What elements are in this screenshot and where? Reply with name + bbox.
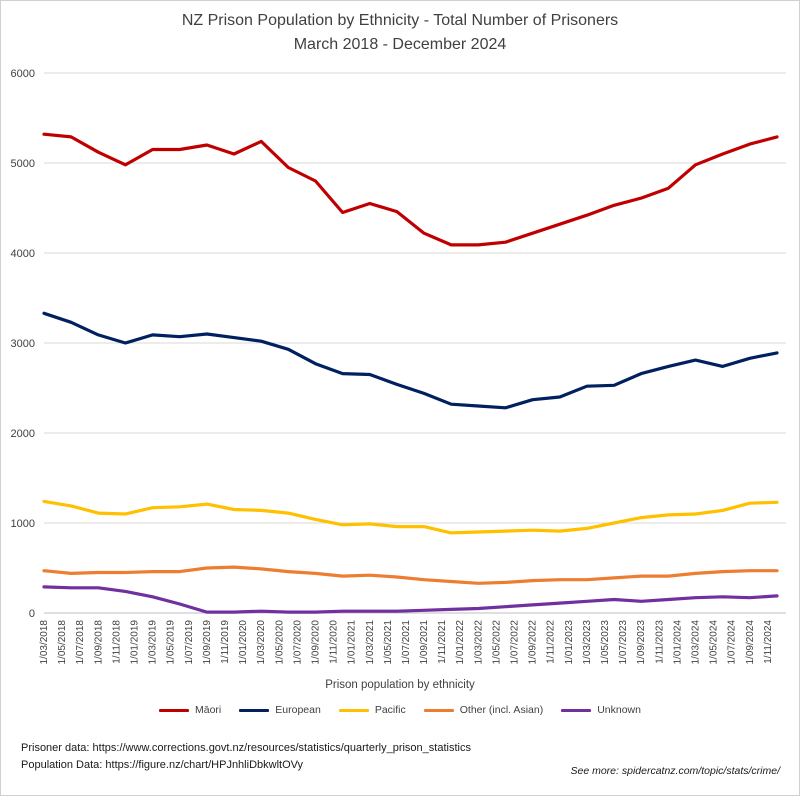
y-tick-label: 5000 bbox=[11, 158, 35, 170]
series-line-unknown bbox=[42, 585, 779, 614]
x-tick-label: 1/07/2023 bbox=[618, 620, 629, 665]
x-tick-label: 1/11/2024 bbox=[763, 620, 774, 664]
x-tick-label: 1/11/2018 bbox=[111, 620, 122, 664]
x-tick-label: 1/09/2019 bbox=[202, 620, 213, 665]
x-tick-label: 1/11/2021 bbox=[437, 620, 448, 664]
legend-swatch-other bbox=[423, 708, 454, 712]
legend-swatch-european bbox=[239, 708, 270, 712]
x-tick-label: 1/11/2019 bbox=[220, 620, 231, 664]
chart-subtitle: March 2018 - December 2024 bbox=[293, 36, 507, 53]
x-tick-label: 1/03/2024 bbox=[691, 620, 702, 665]
x-tick-label: 1/03/2018 bbox=[39, 620, 50, 665]
legend-item-maori: Māori bbox=[159, 704, 221, 716]
x-tick-label: 1/09/2021 bbox=[419, 620, 430, 665]
x-tick-label: 1/03/2019 bbox=[148, 620, 159, 665]
x-tick-label: 1/05/2022 bbox=[491, 620, 502, 665]
legend-swatch-maori bbox=[159, 708, 189, 712]
x-tick-label: 1/01/2024 bbox=[672, 620, 683, 665]
source-population-data: Population Data: https://figure.nz/chart… bbox=[21, 759, 304, 771]
series-line-m-ori bbox=[42, 132, 779, 247]
x-tick-label: 1/03/2021 bbox=[365, 620, 376, 665]
legend-item-other: Other (incl. Asian) bbox=[423, 704, 544, 716]
x-tick-label: 1/09/2024 bbox=[745, 620, 756, 665]
line-chart: 0 1000 2000 3000 4000 5000 6000 1/03/2018 1/05/2… bbox=[11, 68, 786, 665]
x-tick-label: 1/07/2022 bbox=[510, 620, 521, 665]
chart-title: NZ Prison Population by Ethnicity - Tota… bbox=[181, 12, 619, 29]
y-tick-label: 1000 bbox=[11, 518, 35, 530]
x-tick-label: 1/09/2023 bbox=[636, 620, 647, 665]
x-tick-label: 1/09/2020 bbox=[310, 620, 321, 665]
x-tick-label: 1/09/2018 bbox=[93, 620, 104, 665]
legend-label-pacific: Pacific bbox=[374, 704, 406, 716]
legend-swatch-unknown bbox=[561, 708, 592, 712]
x-tick-label: 1/01/2020 bbox=[238, 620, 249, 665]
x-tick-label: 1/01/2019 bbox=[129, 620, 140, 665]
legend-item-european: European bbox=[239, 704, 321, 716]
x-tick-label: 1/05/2024 bbox=[709, 620, 720, 665]
x-tick-label: 1/05/2020 bbox=[274, 620, 285, 665]
legend-item-pacific: Pacific bbox=[338, 704, 406, 716]
x-tick-label: 1/03/2023 bbox=[582, 620, 593, 665]
x-axis-label: Prison population by ethnicity bbox=[325, 679, 475, 691]
x-tick-label: 1/01/2023 bbox=[564, 620, 575, 665]
x-tick-label: 1/05/2021 bbox=[383, 620, 394, 665]
source-prisoner-data: Prisoner data: https://www.corrections.g… bbox=[21, 742, 471, 754]
x-tick-label: 1/07/2021 bbox=[401, 620, 412, 665]
x-tick-label: 1/11/2020 bbox=[329, 620, 340, 664]
legend-label-european: European bbox=[275, 704, 321, 716]
legend-label-other: Other (incl. Asian) bbox=[459, 704, 544, 716]
legend-item-unknown: Unknown bbox=[561, 704, 641, 716]
x-tick-label: 1/05/2023 bbox=[600, 620, 611, 665]
series-line-european bbox=[42, 311, 779, 410]
x-tick-label: 1/03/2022 bbox=[473, 620, 484, 665]
legend: Māori European Pacific Other (incl. Asia… bbox=[0, 704, 800, 716]
legend-swatch-pacific bbox=[338, 708, 369, 712]
x-tick-label: 1/07/2020 bbox=[292, 620, 303, 665]
x-tick-label: 1/11/2023 bbox=[654, 620, 665, 664]
legend-label-maori: Māori bbox=[195, 704, 222, 716]
y-tick-label: 2000 bbox=[11, 428, 35, 440]
y-tick-label: 4000 bbox=[11, 248, 35, 260]
see-more-link: See more: spidercatnz.com/topic/stats/cr… bbox=[570, 765, 781, 777]
x-tick-label: 1/07/2018 bbox=[75, 620, 86, 665]
y-tick-label: 3000 bbox=[11, 338, 35, 350]
x-tick-label: 1/09/2022 bbox=[528, 620, 539, 665]
legend-label-unknown: Unknown bbox=[597, 704, 641, 716]
x-tick-label: 1/07/2019 bbox=[184, 620, 195, 665]
series-line-pacific bbox=[42, 499, 779, 535]
x-tick-label: 1/01/2021 bbox=[347, 620, 358, 665]
x-tick-label: 1/03/2020 bbox=[256, 620, 267, 665]
y-tick-label: 6000 bbox=[11, 68, 35, 80]
series-line-other-incl-asian bbox=[42, 565, 779, 585]
x-tick-label: 1/05/2019 bbox=[166, 620, 177, 665]
x-tick-label: 1/07/2024 bbox=[727, 620, 738, 665]
x-tick-label: 1/01/2022 bbox=[455, 620, 466, 665]
x-tick-label: 1/11/2022 bbox=[546, 620, 557, 664]
x-tick-label: 1/05/2018 bbox=[57, 620, 68, 665]
y-tick-label: 0 bbox=[29, 608, 35, 620]
